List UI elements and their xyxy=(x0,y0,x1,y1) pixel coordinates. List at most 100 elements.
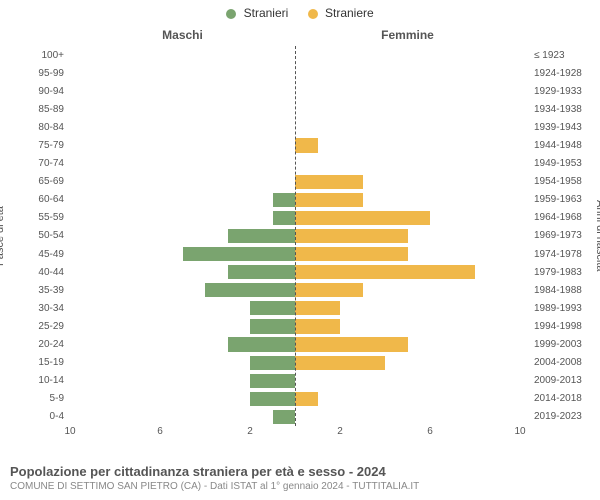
female-bar xyxy=(295,356,385,370)
age-labels: 100+95-9990-9485-8980-8475-7970-7465-696… xyxy=(2,46,68,426)
age-label: 55-59 xyxy=(2,209,68,227)
axis-title-right: Anni di nascita xyxy=(594,46,600,426)
female-half xyxy=(295,263,520,281)
axis-title-left-text: Fasce di età xyxy=(0,206,6,266)
female-bar xyxy=(295,138,318,152)
male-bar xyxy=(250,392,295,406)
birth-year-label: 1934-1938 xyxy=(530,100,596,118)
column-headers: Maschi Femmine xyxy=(70,28,520,44)
age-label: 75-79 xyxy=(2,136,68,154)
birth-year-label: 1939-1943 xyxy=(530,118,596,136)
male-half xyxy=(70,263,295,281)
birth-year-label: 1944-1948 xyxy=(530,136,596,154)
male-half xyxy=(70,336,295,354)
male-half xyxy=(70,354,295,372)
female-bar xyxy=(295,229,408,243)
male-bar xyxy=(228,229,296,243)
age-label: 10-14 xyxy=(2,372,68,390)
male-half xyxy=(70,245,295,263)
male-half xyxy=(70,173,295,191)
female-bar xyxy=(295,283,363,297)
birth-year-label: 2009-2013 xyxy=(530,372,596,390)
header-female: Femmine xyxy=(295,28,520,44)
male-half xyxy=(70,155,295,173)
age-label: 15-19 xyxy=(2,354,68,372)
male-bar xyxy=(250,356,295,370)
birth-year-label: 1979-1983 xyxy=(530,263,596,281)
male-half xyxy=(70,281,295,299)
female-half xyxy=(295,317,520,335)
age-label: 80-84 xyxy=(2,118,68,136)
age-label: 45-49 xyxy=(2,245,68,263)
female-half xyxy=(295,173,520,191)
birth-year-label: 1954-1958 xyxy=(530,173,596,191)
age-label: 40-44 xyxy=(2,263,68,281)
x-tick-label: 6 xyxy=(427,426,433,437)
male-bar xyxy=(250,319,295,333)
female-half xyxy=(295,281,520,299)
female-half xyxy=(295,209,520,227)
age-label: 25-29 xyxy=(2,317,68,335)
birth-year-label: 2019-2023 xyxy=(530,408,596,426)
female-half xyxy=(295,46,520,64)
female-bar xyxy=(295,265,475,279)
x-tick-label: 10 xyxy=(64,426,75,437)
male-half xyxy=(70,209,295,227)
male-bar xyxy=(273,211,296,225)
female-bar xyxy=(295,319,340,333)
birth-year-label: 1949-1953 xyxy=(530,155,596,173)
axis-title-right-text: Anni di nascita xyxy=(594,200,600,272)
legend: Stranieri Straniere xyxy=(0,6,600,20)
age-label: 50-54 xyxy=(2,227,68,245)
female-half xyxy=(295,245,520,263)
male-bar xyxy=(273,193,296,207)
age-label: 95-99 xyxy=(2,64,68,82)
male-half xyxy=(70,191,295,209)
male-bar xyxy=(228,337,296,351)
birth-year-label: 1929-1933 xyxy=(530,82,596,100)
male-half xyxy=(70,64,295,82)
female-half xyxy=(295,155,520,173)
female-bar xyxy=(295,211,430,225)
male-half xyxy=(70,317,295,335)
female-bar xyxy=(295,337,408,351)
male-half xyxy=(70,100,295,118)
male-bar xyxy=(205,283,295,297)
birth-year-label: 1964-1968 xyxy=(530,209,596,227)
female-half xyxy=(295,136,520,154)
female-bar xyxy=(295,175,363,189)
caption-subtitle: COMUNE DI SETTIMO SAN PIETRO (CA) - Dati… xyxy=(10,481,590,492)
birth-year-label: 2014-2018 xyxy=(530,390,596,408)
age-label: 35-39 xyxy=(2,281,68,299)
pyramid-chart xyxy=(70,46,520,426)
x-tick-label: 10 xyxy=(514,426,525,437)
age-label: 70-74 xyxy=(2,155,68,173)
header-male: Maschi xyxy=(70,28,295,44)
axis-title-left: Fasce di età xyxy=(0,46,6,426)
male-bar xyxy=(183,247,296,261)
female-half xyxy=(295,336,520,354)
female-half xyxy=(295,227,520,245)
center-line xyxy=(295,46,296,426)
female-half xyxy=(295,100,520,118)
age-label: 85-89 xyxy=(2,100,68,118)
x-tick-label: 6 xyxy=(157,426,163,437)
legend-dot-male xyxy=(226,9,236,19)
female-half xyxy=(295,191,520,209)
male-half xyxy=(70,299,295,317)
birth-year-label: 1989-1993 xyxy=(530,299,596,317)
male-bar xyxy=(250,374,295,388)
legend-label-male: Stranieri xyxy=(244,6,289,20)
birth-year-label: 1959-1963 xyxy=(530,191,596,209)
age-label: 65-69 xyxy=(2,173,68,191)
male-half xyxy=(70,227,295,245)
female-half xyxy=(295,408,520,426)
age-label: 20-24 xyxy=(2,336,68,354)
birth-year-label: 2004-2008 xyxy=(530,354,596,372)
birth-year-label: 1924-1928 xyxy=(530,64,596,82)
age-label: 30-34 xyxy=(2,299,68,317)
male-half xyxy=(70,46,295,64)
birth-year-labels: ≤ 19231924-19281929-19331934-19381939-19… xyxy=(530,46,596,426)
female-bar xyxy=(295,193,363,207)
birth-year-label: 1994-1998 xyxy=(530,317,596,335)
